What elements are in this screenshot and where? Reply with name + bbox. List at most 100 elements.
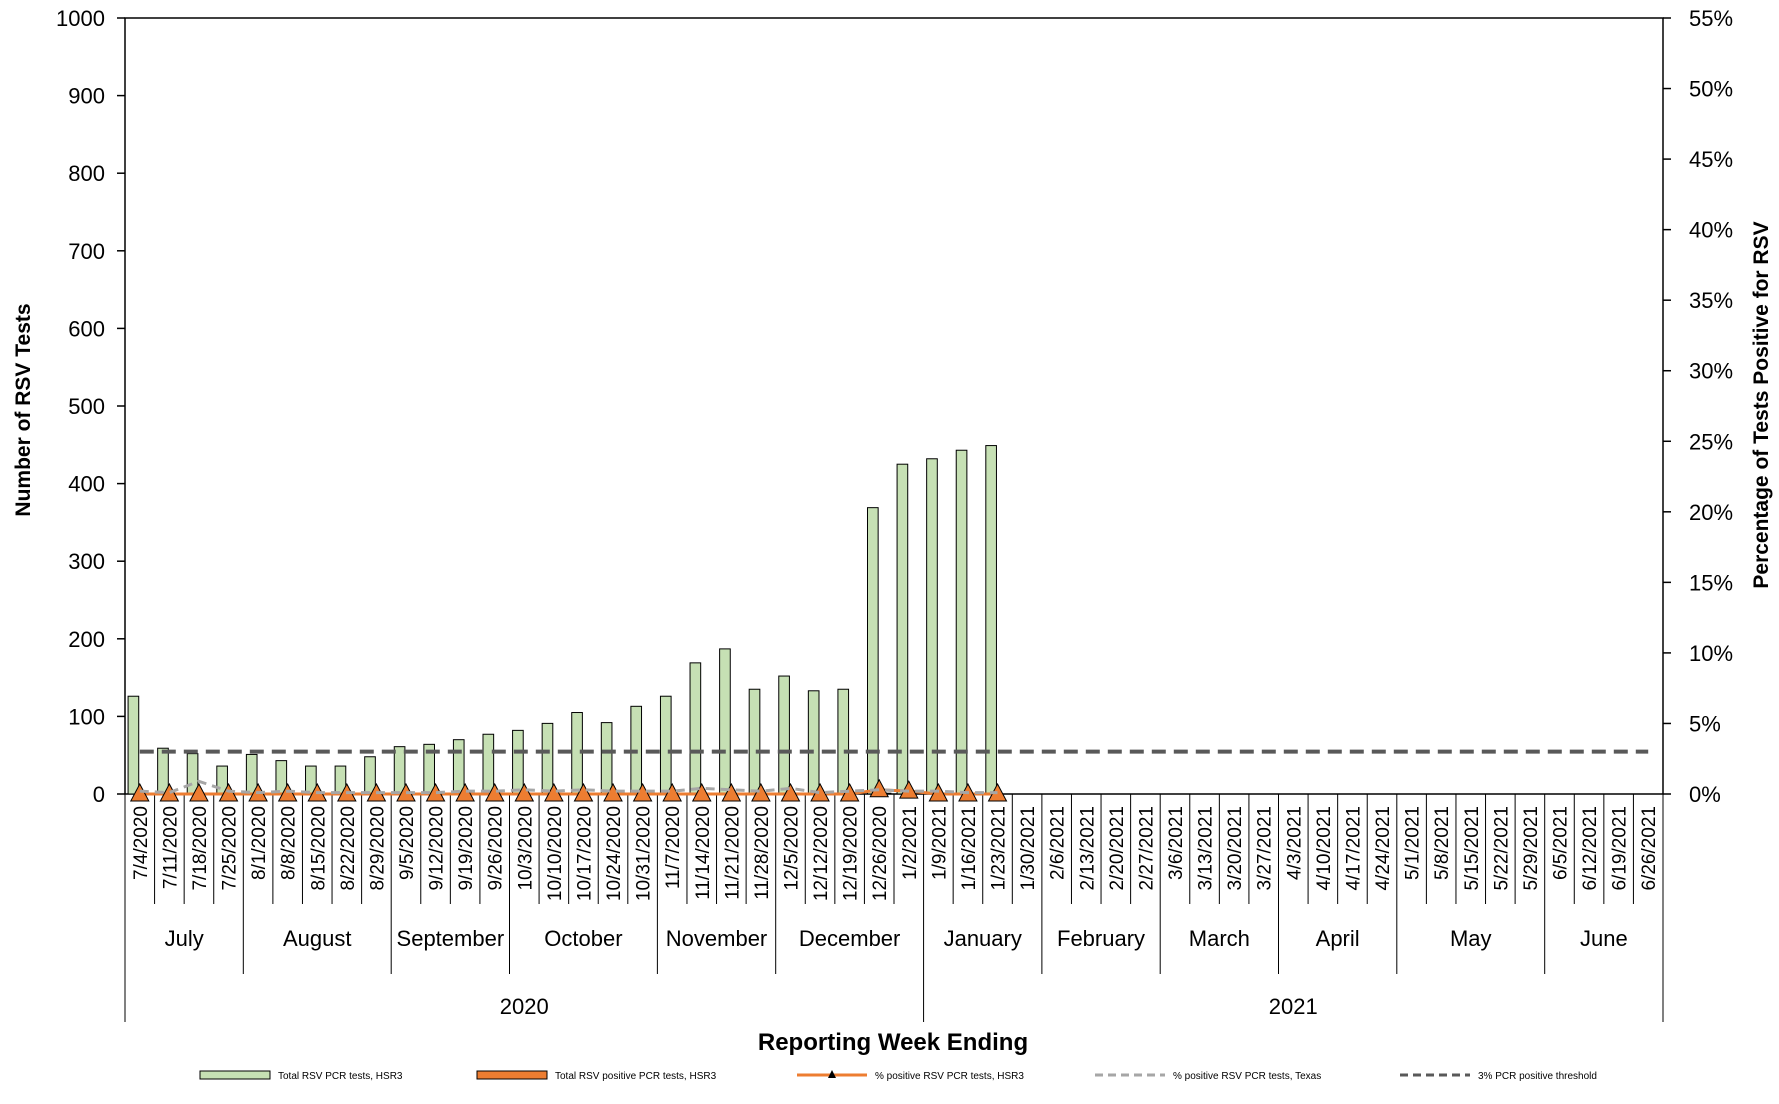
bar-total-tests: [837, 688, 850, 795]
category-label: 9/5/2020: [397, 806, 418, 880]
right-axis-tick-label: 5%: [1689, 711, 1721, 736]
category-label: 10/17/2020: [574, 806, 595, 901]
bar-total-tests: [689, 662, 702, 795]
category-label: 11/14/2020: [693, 806, 714, 900]
category-label: 7/11/2020: [160, 806, 181, 889]
point-marker: [573, 782, 594, 802]
legend-swatch: [476, 1070, 548, 1080]
category-label: 1/2/2021: [900, 806, 921, 880]
category-label: 8/1/2020: [249, 806, 270, 880]
bar-total-tests: [482, 733, 495, 795]
month-label: August: [283, 926, 352, 951]
bar-total-tests: [807, 690, 820, 795]
bar-total-tests: [719, 648, 731, 795]
y-axis-title-right: Percentage of Tests Positive for RSV: [1750, 221, 1773, 588]
bar-total-tests: [512, 729, 524, 795]
left-axis-tick-label: 400: [68, 472, 105, 497]
bar-total-tests: [452, 739, 465, 795]
left-axis-tick-label: 500: [68, 394, 105, 419]
month-label: September: [397, 926, 505, 951]
month-label: July: [165, 926, 204, 951]
legend-swatch: [199, 1070, 271, 1080]
bar-total-tests: [157, 747, 169, 795]
left-axis-tick-label: 800: [68, 161, 105, 186]
category-label: 9/12/2020: [427, 806, 448, 891]
category-label: 11/28/2020: [752, 806, 773, 900]
category-label: 5/29/2021: [1521, 806, 1542, 891]
category-label: 12/26/2020: [870, 806, 891, 901]
year-label: 2021: [1269, 994, 1318, 1019]
left-axis-tick-label: 300: [68, 549, 105, 574]
category-label: 7/25/2020: [220, 806, 241, 891]
point-marker: [869, 778, 890, 798]
category-label: 3/6/2021: [1166, 806, 1187, 880]
category-label: 7/18/2020: [190, 806, 211, 891]
category-label: 5/1/2021: [1403, 806, 1424, 880]
month-label: October: [544, 926, 622, 951]
left-axis-tick-label: 700: [68, 239, 105, 264]
bar-total-tests: [748, 688, 761, 795]
left-axis-tick-label: 600: [68, 316, 105, 341]
bar-total-tests: [955, 449, 968, 795]
plot-frame: [124, 17, 1664, 795]
bar-total-tests: [186, 753, 199, 795]
bar-total-tests: [985, 445, 997, 795]
point-marker: [721, 782, 742, 802]
category-label: 3/13/2021: [1196, 806, 1217, 891]
category-label: 10/3/2020: [515, 806, 536, 891]
point-marker: [159, 782, 180, 802]
category-label: 6/12/2021: [1580, 806, 1601, 891]
category-label: 4/10/2021: [1314, 806, 1335, 891]
year-label: 2020: [500, 994, 549, 1019]
category-label: 2/27/2021: [1136, 806, 1157, 891]
category-label: 2/20/2021: [1107, 806, 1128, 891]
bar-total-tests: [659, 695, 672, 795]
month-label: June: [1580, 926, 1628, 951]
legend-label: % positive RSV PCR tests, HSR3: [875, 1071, 1024, 1082]
category-label: 6/26/2021: [1639, 806, 1660, 891]
point-marker: [544, 782, 564, 802]
legend-label: Total RSV positive PCR tests, HSR3: [555, 1071, 717, 1082]
category-label: 8/15/2020: [308, 806, 329, 891]
bar-total-tests: [926, 458, 938, 795]
bars-layer: [127, 445, 997, 795]
right-axis-tick-label: 40%: [1689, 218, 1733, 243]
legend-label: 3% PCR positive threshold: [1478, 1071, 1597, 1082]
category-label: 1/9/2021: [929, 806, 950, 880]
legend-label: % positive RSV PCR tests, Texas: [1173, 1071, 1321, 1082]
category-label: 5/15/2021: [1462, 806, 1483, 891]
category-label: 9/26/2020: [486, 806, 507, 891]
right-axis-tick-label: 30%: [1689, 359, 1733, 384]
legend-marker: [828, 1070, 836, 1078]
bar-total-tests: [896, 463, 909, 795]
category-label: 2/6/2021: [1048, 806, 1069, 880]
category-label: 6/19/2021: [1610, 806, 1631, 891]
category-label: 5/22/2021: [1491, 806, 1512, 891]
left-axis-tick-label: 1000: [56, 6, 105, 31]
point-marker: [780, 782, 801, 802]
point-marker: [189, 782, 209, 802]
category-label: 10/10/2020: [545, 806, 566, 901]
right-axis-tick-label: 45%: [1689, 147, 1733, 172]
category-label: 1/30/2021: [1018, 806, 1039, 891]
bar-total-tests: [393, 746, 406, 795]
left-axis-tick-label: 900: [68, 84, 105, 109]
right-axis-tick-label: 35%: [1689, 288, 1733, 313]
left-axis-tick-label: 0: [93, 782, 105, 807]
left-axis-tick-label: 100: [68, 704, 105, 729]
category-label: 8/22/2020: [338, 806, 359, 891]
right-axis-tick-label: 25%: [1689, 429, 1733, 454]
point-marker: [751, 782, 771, 802]
right-axis-tick-label: 0%: [1689, 782, 1721, 807]
category-label: 11/21/2020: [722, 806, 743, 900]
month-label: March: [1189, 926, 1250, 951]
point-marker: [514, 782, 535, 802]
left-axis-tick-label: 200: [68, 627, 105, 652]
legend-layer: Total RSV PCR tests, HSR3 Total RSV posit…: [199, 1070, 1597, 1082]
month-label: February: [1057, 926, 1145, 951]
month-label: January: [944, 926, 1022, 951]
category-label: 5/8/2021: [1432, 806, 1453, 880]
right-axis-tick-label: 50%: [1689, 77, 1733, 102]
